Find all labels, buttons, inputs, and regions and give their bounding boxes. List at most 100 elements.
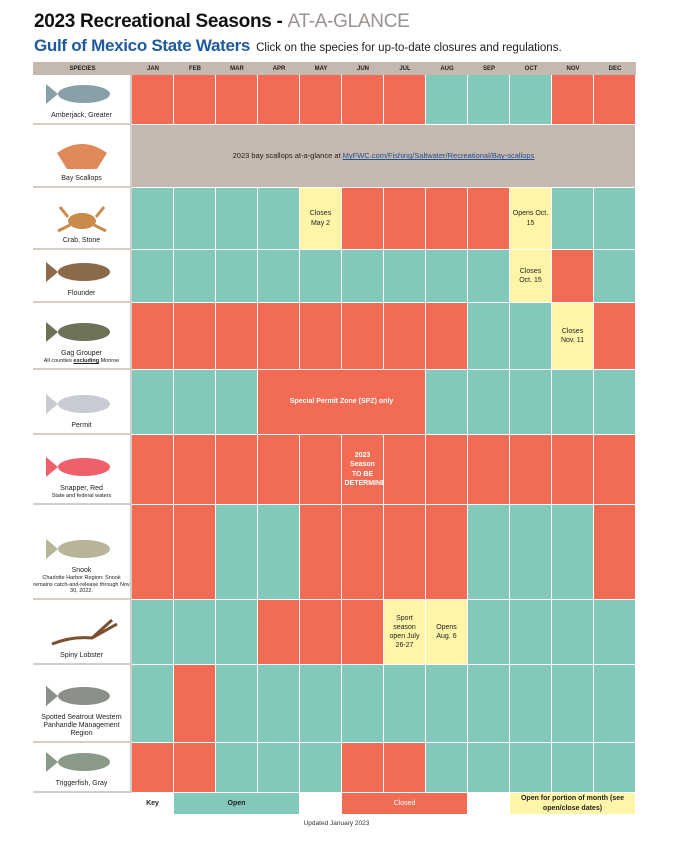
column-header-feb: FEB <box>174 62 216 75</box>
species-note: State and federal waters <box>51 493 112 500</box>
species-name[interactable]: Bay Scallops <box>61 174 102 182</box>
season-cell-jul <box>384 188 426 250</box>
season-cell-aug <box>426 505 468 600</box>
spiny-lobster-icon <box>50 618 118 646</box>
season-cell-may <box>300 303 342 370</box>
season-cell-feb <box>174 250 216 303</box>
note-part: Monroe <box>99 358 120 365</box>
species-name[interactable]: Gag Grouper <box>61 350 102 358</box>
species-note: All counties excluding Monroe <box>44 358 120 365</box>
season-cell-mar <box>216 600 258 665</box>
column-header-may: MAY <box>300 62 342 75</box>
species-spotted-seatrout[interactable]: Spotted Seatrout Western Panhandle Manag… <box>33 665 132 743</box>
species-red-snapper[interactable]: Snapper, Red State and federal waters <box>33 435 132 505</box>
key-label: Key <box>132 793 174 815</box>
species-name[interactable]: Snapper, Red <box>60 485 103 493</box>
species-crab[interactable]: Crab, Stone <box>33 188 132 250</box>
note-part: All counties <box>43 358 74 365</box>
key-spacer <box>33 793 132 815</box>
season-cell-jun <box>342 505 384 600</box>
season-cell-aug <box>426 665 468 743</box>
season-cell-jan <box>132 743 174 793</box>
season-cell-nov <box>552 435 594 505</box>
species-name[interactable]: Crab, Stone <box>62 236 101 244</box>
species-amberjack[interactable]: Amberjack, Greater <box>33 75 132 125</box>
season-cell-apr <box>258 250 300 303</box>
species-name[interactable]: Permit <box>71 421 92 429</box>
season-cell-jun <box>342 250 384 303</box>
season-cell-dec <box>594 505 636 600</box>
cell-text: Special Permit Zone (SPZ) only <box>289 398 394 406</box>
species-name[interactable]: Spiny Lobster <box>60 651 103 659</box>
species-name[interactable]: Snook <box>71 567 92 575</box>
species-flounder[interactable]: Flounder <box>33 250 132 303</box>
updated-note: Updated January 2023 <box>303 820 370 827</box>
column-header-oct: OCT <box>510 62 552 75</box>
season-cell-jun <box>342 600 384 665</box>
season-cell-nov <box>552 370 594 435</box>
season-cell-dec <box>594 75 636 125</box>
species-snook[interactable]: Snook Charlotte Harbor Region: Snook rema… <box>33 505 132 600</box>
season-cell-may <box>300 600 342 665</box>
species-name[interactable]: Amberjack, Greater <box>51 111 112 119</box>
season-cell-dec <box>594 665 636 743</box>
season-cell-apr <box>258 665 300 743</box>
cell-text: Closes May 2 <box>309 210 332 227</box>
season-cell-may <box>300 665 342 743</box>
season-cell-jan <box>132 600 174 665</box>
season-cell-feb <box>174 435 216 505</box>
species-name[interactable]: Flounder <box>67 289 96 297</box>
bay-scallops-link[interactable]: MyFWC.com/Fishing/Saltwater/Recreational… <box>342 151 535 161</box>
species-scallop[interactable]: Bay Scallops <box>33 125 132 188</box>
species-name[interactable]: Triggerfish, Gray <box>55 779 108 787</box>
season-cell-sep <box>468 188 510 250</box>
note-part: excluding <box>73 358 100 365</box>
season-cell-nov <box>552 665 594 743</box>
season-cell-apr <box>258 75 300 125</box>
season-cell-feb <box>174 188 216 250</box>
season-cell-mar <box>216 250 258 303</box>
title-accent: AT-A-GLANCE <box>287 11 410 32</box>
season-cell-nov <box>552 743 594 793</box>
season-cell-jun <box>342 188 384 250</box>
season-cell-may: Closes May 2 <box>300 188 342 250</box>
season-cell-jan <box>132 665 174 743</box>
season-cell-jan <box>132 188 174 250</box>
season-cell-sep <box>468 665 510 743</box>
season-cell-jul <box>384 75 426 125</box>
season-cell-sep <box>468 505 510 600</box>
season-cell-oct <box>510 303 552 370</box>
season-cell-apr <box>258 435 300 505</box>
season-cell-feb <box>174 75 216 125</box>
column-header-sep: SEP <box>468 62 510 75</box>
species-spiny-lobster[interactable]: Spiny Lobster <box>33 600 132 665</box>
season-cell-feb <box>174 600 216 665</box>
season-cell-oct: Closes Oct. 15 <box>510 250 552 303</box>
flounder-icon <box>45 261 110 282</box>
season-cell-jun <box>342 75 384 125</box>
snook-icon <box>45 539 110 560</box>
season-cell-aug <box>426 75 468 125</box>
crab-icon <box>56 206 107 233</box>
column-header-apr: APR <box>258 62 300 75</box>
season-cell-apr <box>258 505 300 600</box>
season-cell-aug <box>426 188 468 250</box>
species-permit[interactable]: Permit <box>33 370 132 435</box>
season-cell-jan <box>132 505 174 600</box>
season-cell-apr <box>258 600 300 665</box>
species-triggerfish[interactable]: Triggerfish, Gray <box>33 743 132 793</box>
season-table: SPECIES JAN FEB MAR APR MAY JUN JUL AUG SEP OCT NOV… <box>33 62 636 815</box>
season-cell-jul: Sport season open July 26-27 <box>384 600 426 665</box>
season-cell-aug <box>426 370 468 435</box>
season-cell-sep <box>468 250 510 303</box>
species-name[interactable]: Spotted Seatrout Western Panhandle Manag… <box>41 713 122 737</box>
season-cell-feb <box>174 370 216 435</box>
season-cell-mar <box>216 665 258 743</box>
season-cell-nov <box>552 505 594 600</box>
season-cell-jun <box>342 743 384 793</box>
amberjack-icon <box>45 83 110 104</box>
season-cell-oct <box>510 370 552 435</box>
season-cell-feb <box>174 665 216 743</box>
season-cell-jul <box>384 505 426 600</box>
species-gag-grouper[interactable]: Gag Grouper All counties excluding Monroe <box>33 303 132 370</box>
